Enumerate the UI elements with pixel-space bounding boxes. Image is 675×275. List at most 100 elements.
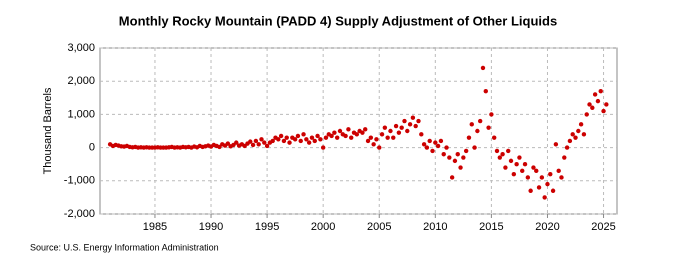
data-point xyxy=(256,142,261,147)
data-point xyxy=(545,181,550,187)
data-point xyxy=(447,155,452,160)
source: Source: U.S. Energy Information Administ… xyxy=(30,242,219,252)
data-point xyxy=(548,171,553,177)
data-point xyxy=(550,188,556,193)
x-tick-label: 1990 xyxy=(199,221,223,233)
data-point xyxy=(250,142,256,148)
data-point xyxy=(385,135,390,140)
data-point xyxy=(508,158,514,164)
data-point xyxy=(329,133,334,139)
data-point xyxy=(284,135,289,140)
data-point xyxy=(525,175,531,180)
data-point xyxy=(590,105,595,110)
data-point xyxy=(234,140,239,145)
data-point xyxy=(567,138,573,144)
data-point xyxy=(449,175,455,180)
data-point xyxy=(539,175,545,180)
data-point xyxy=(318,137,323,142)
data-point xyxy=(528,188,533,193)
y-tick-label: -2,000 xyxy=(64,208,95,220)
data-point xyxy=(595,98,601,104)
data-point xyxy=(581,132,587,137)
data-point xyxy=(334,135,340,140)
data-point xyxy=(486,125,491,130)
data-point xyxy=(402,118,407,124)
data-point xyxy=(225,141,231,146)
chart-title: Monthly Rocky Mountain (PADD 4) Supply A… xyxy=(119,13,557,28)
data-point xyxy=(278,133,284,139)
x-tick-label: 1995 xyxy=(255,221,279,233)
data-point xyxy=(407,122,413,127)
data-point xyxy=(514,162,519,167)
data-point xyxy=(500,152,505,157)
data-point xyxy=(368,135,374,140)
data-point xyxy=(346,127,351,132)
data-point xyxy=(477,118,483,124)
data-point xyxy=(461,155,466,160)
data-point xyxy=(522,162,528,167)
y-axis-label: Thousand Barrels xyxy=(42,87,54,174)
data-point xyxy=(298,138,303,144)
data-point xyxy=(542,195,547,200)
y-tick-label: 2,000 xyxy=(67,75,95,87)
data-point xyxy=(489,112,494,117)
data-point xyxy=(604,102,609,107)
data-point xyxy=(360,130,365,135)
y-tick-label: 1,000 xyxy=(67,108,95,120)
y-tick-label: 3,000 xyxy=(67,42,95,54)
data-point xyxy=(497,155,503,160)
data-point xyxy=(452,158,458,164)
data-point xyxy=(592,92,598,97)
data-point xyxy=(320,145,326,150)
x-tick-label: 2010 xyxy=(423,221,447,233)
data-point xyxy=(354,132,360,137)
data-point xyxy=(536,185,542,190)
data-point xyxy=(559,175,564,180)
data-point xyxy=(270,138,275,144)
data-point xyxy=(506,148,511,154)
x-tick-label: 2000 xyxy=(311,221,335,233)
data-point xyxy=(306,140,312,145)
data-point xyxy=(396,130,402,135)
data-point xyxy=(444,145,449,150)
data-point xyxy=(399,125,404,130)
data-point xyxy=(365,138,371,144)
data-point xyxy=(217,144,222,150)
data-point xyxy=(292,137,298,142)
data-point xyxy=(312,138,317,144)
data-point xyxy=(570,132,575,137)
data-point xyxy=(304,137,309,142)
data-point xyxy=(494,148,500,154)
data-point xyxy=(441,152,446,157)
data-point xyxy=(379,132,385,137)
data-point xyxy=(458,165,463,170)
x-tick-label: 2025 xyxy=(591,221,615,233)
data-point xyxy=(427,138,432,144)
data-point xyxy=(419,132,424,137)
data-point xyxy=(578,122,584,127)
data-point xyxy=(393,123,399,129)
data-point xyxy=(315,133,320,139)
data-point xyxy=(531,165,536,170)
data-point xyxy=(576,128,581,134)
data-point xyxy=(455,152,460,157)
data-point xyxy=(601,108,606,114)
data-point xyxy=(564,145,570,150)
data-point xyxy=(430,148,435,154)
data-point xyxy=(388,128,393,134)
data-point xyxy=(349,135,354,140)
data-point xyxy=(259,137,264,142)
data-point xyxy=(343,133,348,139)
y-tick-label: -1,000 xyxy=(64,175,95,187)
y-tick-label: 0 xyxy=(89,142,95,154)
data-point xyxy=(377,145,382,150)
data-point xyxy=(337,128,343,134)
data-point xyxy=(371,142,376,147)
data-point xyxy=(391,135,396,140)
data-point xyxy=(416,118,421,124)
data-point xyxy=(463,148,469,154)
data-point xyxy=(281,138,287,144)
data-point xyxy=(472,145,477,150)
data-point xyxy=(405,128,410,134)
